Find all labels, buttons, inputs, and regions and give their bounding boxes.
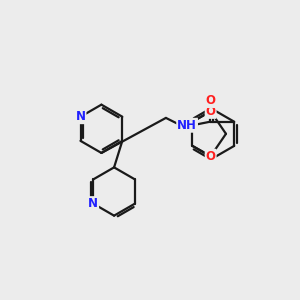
- Text: NH: NH: [177, 119, 197, 132]
- Text: O: O: [206, 150, 216, 163]
- Text: N: N: [76, 110, 85, 123]
- Text: O: O: [205, 94, 215, 107]
- Text: O: O: [206, 105, 216, 118]
- Text: N: N: [88, 197, 98, 210]
